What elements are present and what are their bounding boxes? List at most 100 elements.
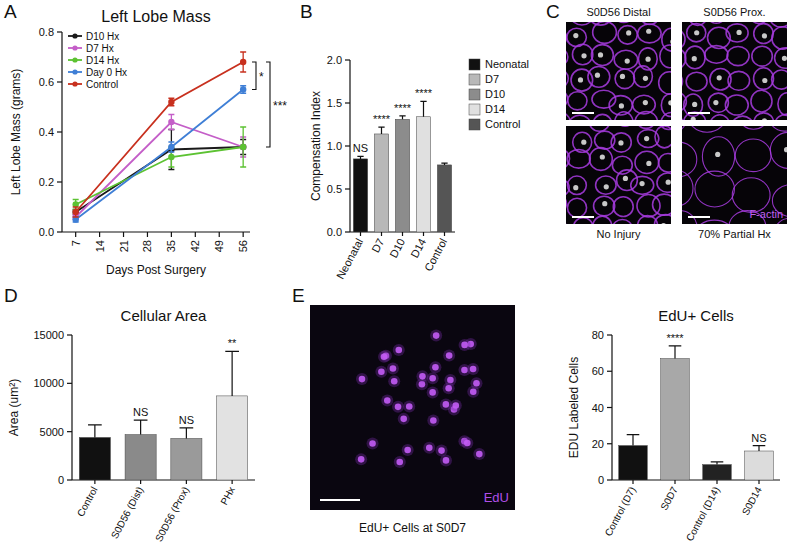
nucleus-glow	[436, 445, 448, 457]
cell-outline	[657, 173, 671, 192]
error-bar	[73, 210, 79, 215]
nucleus	[762, 78, 767, 83]
nucleus	[452, 402, 459, 409]
nucleus	[359, 376, 366, 383]
nucleus-glow	[356, 373, 368, 385]
nucleus	[645, 57, 650, 62]
cell-outline	[682, 126, 688, 133]
point	[240, 144, 246, 150]
nucleus	[600, 154, 605, 159]
legend-label: Control	[485, 118, 520, 130]
y-tick-label: 20	[592, 438, 604, 450]
nucleus	[461, 342, 468, 349]
y-tick	[67, 479, 72, 480]
cell-outline	[775, 114, 787, 120]
cell-outline	[566, 69, 568, 89]
x-tick-label: 35	[165, 240, 177, 252]
x-label: Days Post Surgery	[106, 263, 206, 277]
y-label: Compensation Index	[309, 91, 323, 201]
y-tick	[345, 188, 350, 189]
nucleus	[620, 74, 625, 79]
x-tick-label: 49	[213, 240, 225, 252]
cell-outline	[775, 48, 787, 69]
nucleus-glow	[393, 344, 405, 356]
nucleus	[625, 58, 630, 63]
error-bar	[669, 346, 682, 359]
nucleus-glow	[443, 350, 455, 362]
nucleus	[692, 56, 697, 61]
nucleus	[736, 30, 741, 35]
x-tick	[632, 480, 633, 484]
cell-outline	[589, 148, 612, 171]
nucleus-glow	[392, 401, 404, 413]
cell-outline	[770, 132, 787, 168]
x-tick-label: Control (D14)	[684, 485, 722, 543]
nucleus	[782, 56, 787, 61]
cell-outline	[594, 196, 615, 216]
cell-outline	[682, 22, 683, 25]
cell-outline	[695, 171, 735, 207]
nucleus	[438, 447, 445, 454]
cell-outline	[682, 71, 683, 92]
nucleus-glow	[467, 363, 479, 375]
significance: ****	[666, 332, 684, 344]
cell-outline	[655, 215, 671, 224]
significance: ****	[373, 113, 391, 125]
y-tick-label: 0	[598, 474, 604, 486]
cell-outline	[566, 112, 570, 120]
nucleus-glow	[355, 453, 367, 465]
cell-outline	[568, 92, 587, 110]
error-bar	[168, 115, 174, 130]
cell-outline	[682, 170, 693, 206]
nucleus-glow	[423, 442, 435, 454]
point	[168, 99, 174, 105]
nucleus-glow	[367, 437, 379, 449]
legend-label: D10 Hx	[86, 31, 119, 42]
cell-outline	[572, 44, 592, 64]
cell-outline	[611, 133, 631, 152]
x-tick	[381, 232, 382, 236]
cell-outline	[567, 198, 586, 217]
legend-marker	[72, 33, 77, 38]
y-axis	[71, 335, 72, 480]
x-tick-label: 21	[118, 240, 130, 252]
cell-outline	[705, 46, 728, 64]
cell-outline	[752, 46, 772, 66]
bar	[703, 465, 732, 480]
cell-outline	[772, 27, 787, 49]
legend-label: D10	[485, 88, 505, 100]
cell-outline	[566, 194, 567, 213]
cell-outline	[687, 126, 727, 132]
significance: NS	[179, 414, 194, 426]
nucleus	[604, 184, 609, 189]
x-tick	[219, 232, 220, 237]
nucleus-glow	[381, 395, 393, 407]
cell-outline	[566, 218, 567, 224]
nucleus-glow	[430, 330, 442, 342]
series-line	[76, 90, 243, 220]
nucleus	[432, 364, 439, 371]
nucleus	[715, 152, 720, 157]
error-bar	[420, 101, 426, 116]
y-tick-label: 0.0	[39, 226, 54, 238]
cell-outline	[653, 194, 671, 215]
x-tick	[232, 480, 233, 484]
point	[240, 59, 246, 65]
error-bar	[168, 98, 174, 106]
series-line	[76, 122, 243, 217]
nucleus	[644, 136, 649, 141]
nucleus	[762, 33, 767, 38]
cell-outline	[569, 115, 591, 120]
cell-outline	[682, 29, 685, 50]
legend-marker	[72, 45, 77, 50]
x-tick-label: PHx	[218, 485, 237, 507]
x-tick	[123, 232, 124, 237]
bracket	[266, 62, 270, 147]
plot-area	[619, 346, 774, 480]
y-label: EDU Labeled Cells	[567, 357, 581, 458]
nucleus	[578, 77, 583, 82]
nucleus	[390, 365, 397, 372]
significance: **	[228, 337, 237, 349]
nucleus	[358, 456, 365, 463]
nucleus	[395, 347, 402, 354]
